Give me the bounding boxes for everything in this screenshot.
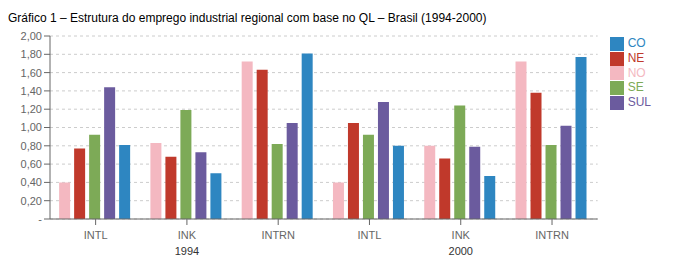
svg-text:1,40: 1,40 [21,85,42,97]
html-text:NE: NE [627,50,645,65]
svg-text:2,00: 2,00 [21,30,42,42]
html-text:Gráfico 1 – Estrutura do empre: Gráfico 1 – Estrutura do emprego industr… [8,11,487,25]
svg-text:-: - [38,213,42,225]
svg-text:1,60: 1,60 [21,67,42,79]
svg-text:INTL: INTL [358,229,382,241]
svg-text:INK: INK [452,229,471,241]
svg-text:INTRN: INTRN [261,229,295,241]
svg-text:1,00: 1,00 [21,121,42,133]
html-text:SUL: SUL [627,95,651,110]
svg-text:1,80: 1,80 [21,48,42,60]
svg-text:0,20: 0,20 [21,195,42,207]
svg-text:0,60: 0,60 [21,158,42,170]
svg-text:1,20: 1,20 [21,103,42,115]
svg-text:INTL: INTL [84,229,108,241]
html-text:CO: CO [627,36,646,50]
html-text:SE: SE [627,80,644,95]
svg-text:0,80: 0,80 [21,140,42,152]
svg-text:1994: 1994 [175,245,199,257]
svg-text:2000: 2000 [449,245,473,257]
svg-text:INK: INK [178,229,197,241]
html-text:NO: NO [627,65,646,80]
svg-text:0,40: 0,40 [21,176,42,188]
svg-text:INTRN: INTRN [535,229,569,241]
